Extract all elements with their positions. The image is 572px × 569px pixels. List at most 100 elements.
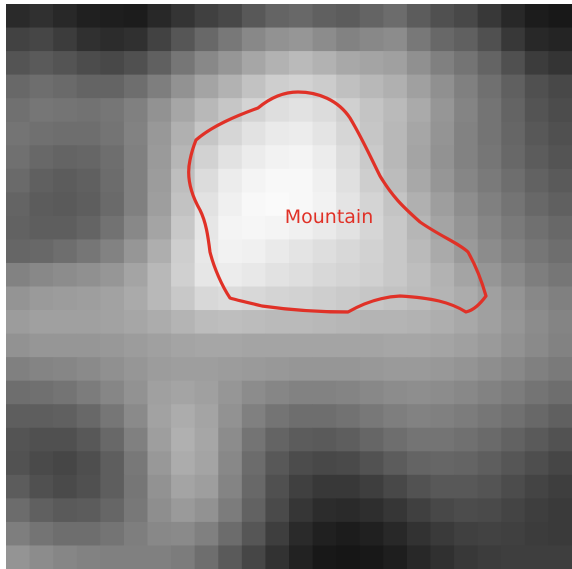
image-pixel-block [524, 27, 549, 52]
image-pixel-block [501, 192, 526, 217]
image-pixel-block [6, 4, 31, 29]
image-pixel-block [100, 215, 125, 240]
image-pixel-block [53, 121, 78, 146]
image-pixel-block [548, 310, 572, 335]
image-pixel-block [359, 474, 384, 499]
image-pixel-block [194, 286, 219, 311]
image-pixel-block [477, 498, 502, 523]
image-pixel-block [6, 262, 31, 287]
image-pixel-block [265, 145, 290, 170]
image-pixel-block [100, 427, 125, 452]
image-pixel-block [477, 357, 502, 382]
image-pixel-block [336, 74, 361, 99]
image-pixel-block [76, 545, 101, 569]
image-pixel-block [524, 498, 549, 523]
image-pixel-block [548, 286, 572, 311]
image-pixel-block [406, 121, 431, 146]
image-pixel-block [53, 286, 78, 311]
image-pixel-block [336, 262, 361, 287]
image-pixel-block [265, 498, 290, 523]
image-pixel-block [194, 310, 219, 335]
image-pixel-block [265, 262, 290, 287]
image-pixel-block [29, 74, 54, 99]
image-pixel-block [123, 192, 148, 217]
image-pixel-block [100, 357, 125, 382]
image-pixel-block [29, 474, 54, 499]
image-pixel-block [147, 521, 172, 546]
image-pixel-block [53, 404, 78, 429]
image-pixel-block [29, 168, 54, 193]
image-pixel-block [147, 192, 172, 217]
image-pixel-block [454, 74, 479, 99]
image-pixel-block [359, 427, 384, 452]
image-pixel-block [501, 145, 526, 170]
image-pixel-block [29, 310, 54, 335]
image-pixel-block [100, 451, 125, 476]
image-pixel-block [241, 4, 266, 29]
image-pixel-block [312, 215, 337, 240]
image-pixel-block [76, 404, 101, 429]
image-pixel-block [430, 474, 455, 499]
image-pixel-block [289, 4, 314, 29]
image-pixel-block [336, 380, 361, 405]
image-pixel-block [218, 27, 243, 52]
image-pixel-block [524, 4, 549, 29]
image-pixel-block [100, 27, 125, 52]
image-pixel-block [501, 310, 526, 335]
image-pixel-block [6, 498, 31, 523]
image-pixel-block [241, 498, 266, 523]
image-pixel-block [241, 404, 266, 429]
image-pixel-block [194, 521, 219, 546]
mountain-label: Mountain [285, 206, 374, 228]
image-pixel-block [147, 262, 172, 287]
image-pixel-block [241, 239, 266, 264]
image-pixel-block [171, 310, 196, 335]
image-pixel-block [359, 192, 384, 217]
image-pixel-block [29, 286, 54, 311]
image-pixel-block [430, 427, 455, 452]
image-pixel-block [171, 380, 196, 405]
image-pixel-block [383, 310, 408, 335]
image-pixel-block [454, 98, 479, 123]
image-pixel-block [454, 427, 479, 452]
image-pixel-block [171, 4, 196, 29]
image-pixel-block [501, 286, 526, 311]
image-pixel-block [29, 192, 54, 217]
image-pixel-block [76, 286, 101, 311]
image-pixel-block [359, 545, 384, 569]
image-pixel-block [289, 357, 314, 382]
image-pixel-block [548, 545, 572, 569]
image-pixel-block [265, 380, 290, 405]
image-pixel-block [194, 451, 219, 476]
image-pixel-block [147, 545, 172, 569]
image-pixel-block [218, 192, 243, 217]
image-pixel-block [29, 380, 54, 405]
image-pixel-block [430, 74, 455, 99]
image-pixel-block [501, 74, 526, 99]
image-pixel-block [383, 239, 408, 264]
image-pixel-block [501, 4, 526, 29]
image-pixel-block [123, 286, 148, 311]
image-pixel-block [53, 145, 78, 170]
image-pixel-block [477, 168, 502, 193]
image-pixel-block [29, 4, 54, 29]
image-pixel-block [218, 474, 243, 499]
image-pixel-block [218, 545, 243, 569]
image-pixel-block [312, 498, 337, 523]
image-pixel-block [359, 357, 384, 382]
image-pixel-block [53, 239, 78, 264]
image-pixel-block [241, 474, 266, 499]
image-pixel-block [147, 404, 172, 429]
image-pixel-block [430, 4, 455, 29]
image-pixel-block [194, 333, 219, 358]
image-pixel-block [194, 239, 219, 264]
image-pixel-block [123, 427, 148, 452]
image-pixel-block [123, 51, 148, 76]
image-pixel-block [312, 286, 337, 311]
image-pixel-block [359, 380, 384, 405]
image-pixel-block [171, 121, 196, 146]
image-pixel-block [548, 74, 572, 99]
image-pixel-block [6, 27, 31, 52]
image-pixel-block [171, 498, 196, 523]
image-pixel-block [6, 51, 31, 76]
